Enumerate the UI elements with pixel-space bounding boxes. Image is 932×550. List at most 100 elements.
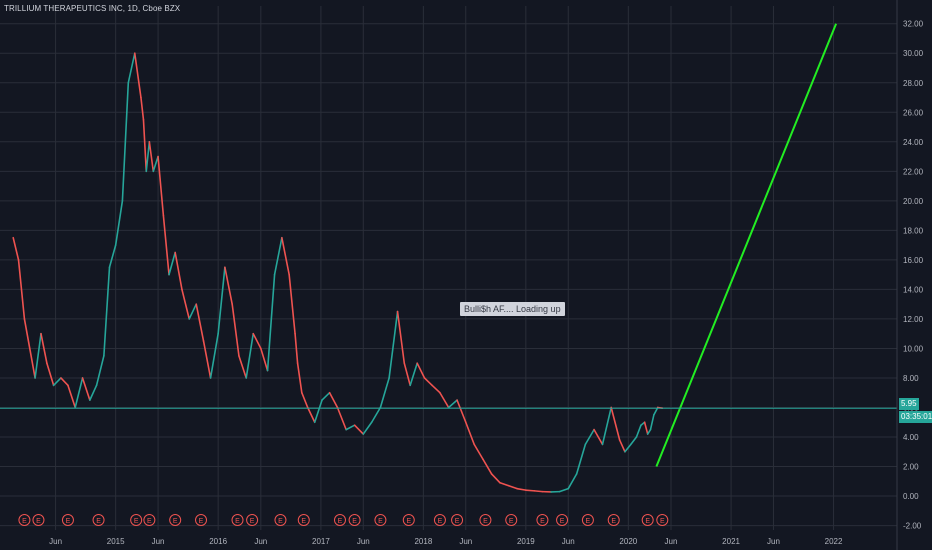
y-tick-label: 16.00	[903, 256, 924, 265]
price-axis[interactable]: 32.00 30.00 28.00 26.00 24.00 22.00 20.00 18.00…	[896, 0, 924, 550]
earnings-marker-label: E	[540, 518, 545, 525]
earnings-marker[interactable]	[333, 514, 346, 526]
price-segment	[370, 406, 382, 424]
price-segment	[217, 266, 226, 335]
y-tick-label: 18.00	[903, 226, 924, 235]
y-tick-label: 26.00	[903, 108, 924, 117]
price-segment	[40, 332, 48, 365]
price-segment	[388, 310, 399, 379]
price-segment	[252, 332, 262, 350]
price-segment	[202, 340, 212, 379]
price-segment	[409, 362, 418, 387]
y-tick-label: 30.00	[903, 49, 924, 58]
price-segment	[266, 273, 276, 372]
price-segment	[313, 399, 323, 424]
price-segment	[447, 399, 458, 409]
earnings-marker[interactable]	[451, 514, 464, 526]
time-axis[interactable]: Jun 2015 Jun 2016 Jun 2017 Jun 2018 Jun 2019 Jun 20…	[49, 537, 843, 546]
earnings-marker[interactable]	[402, 514, 415, 526]
price-segment	[456, 399, 467, 424]
y-tick-label: 22.00	[903, 167, 924, 176]
price-segment	[152, 155, 159, 173]
trend-line[interactable]	[655, 23, 838, 467]
earnings-marker[interactable]	[374, 514, 387, 526]
price-segment	[133, 52, 142, 99]
earnings-marker[interactable]	[130, 514, 143, 526]
earnings-marker-label: E	[438, 518, 443, 525]
price-segment	[490, 473, 501, 484]
price-segment	[464, 421, 475, 446]
price-segment	[174, 251, 183, 291]
price-segment	[95, 355, 105, 387]
earnings-marker[interactable]	[169, 514, 182, 526]
earnings-marker-label: E	[147, 518, 152, 525]
price-segment	[610, 406, 621, 441]
earnings-marker[interactable]	[581, 514, 594, 526]
price-segment	[52, 377, 62, 387]
price-segment	[34, 332, 42, 379]
price-segment	[273, 236, 283, 276]
price-segment	[630, 436, 638, 446]
price-segment	[558, 487, 570, 493]
price-segment	[328, 391, 339, 409]
earnings-marker[interactable]	[195, 514, 208, 526]
x-tick-label: 2015	[107, 537, 125, 546]
trend-line-stroke[interactable]	[655, 23, 838, 467]
price-segment	[260, 347, 269, 372]
y-tick-label: 14.00	[903, 285, 924, 294]
price-segment	[635, 424, 642, 438]
earnings-marker-label: E	[645, 518, 650, 525]
price-segment	[301, 391, 309, 409]
y-tick-label: 32.00	[903, 20, 924, 29]
earnings-marker[interactable]	[433, 514, 446, 526]
earnings-marker-label: E	[22, 518, 27, 525]
price-segment	[294, 332, 299, 365]
x-tick-label: 2017	[312, 537, 330, 546]
earnings-marker[interactable]	[297, 514, 310, 526]
price-segment	[181, 288, 191, 320]
price-segment	[121, 81, 130, 202]
y-tick-label: 12.00	[903, 315, 924, 324]
x-tick-label: Jun	[562, 537, 575, 546]
price-segment	[525, 489, 536, 492]
price-segment	[593, 428, 604, 446]
earnings-marker-label: E	[278, 518, 283, 525]
earnings-marker-label: E	[455, 518, 460, 525]
price-series	[12, 52, 664, 493]
earnings-marker[interactable]	[92, 514, 105, 526]
y-tick-label: 2.00	[903, 463, 919, 472]
earnings-marker[interactable]	[246, 514, 259, 526]
chart-annotation[interactable]: Bulli$h AF.... Loading up	[460, 302, 565, 316]
x-tick-label: 2022	[825, 537, 843, 546]
chart-title: TRILLIUM THERAPEUTICS INC, 1D, Cboe BZX	[4, 4, 181, 13]
price-segment	[231, 303, 240, 357]
earnings-marker[interactable]	[61, 514, 74, 526]
earnings-marker-label: E	[36, 518, 41, 525]
price-segment	[245, 332, 255, 379]
earnings-marker[interactable]	[479, 514, 492, 526]
earnings-marker[interactable]	[18, 514, 31, 526]
earnings-marker-label: E	[250, 518, 255, 525]
price-segment	[362, 421, 373, 435]
earnings-marker[interactable]	[656, 514, 669, 526]
earnings-marker[interactable]	[231, 514, 244, 526]
earnings-marker[interactable]	[274, 514, 287, 526]
x-tick-label: 2016	[209, 537, 227, 546]
earnings-marker[interactable]	[607, 514, 620, 526]
earnings-marker[interactable]	[536, 514, 549, 526]
price-segment	[353, 424, 365, 435]
last-price-badge: 5.95	[899, 398, 919, 410]
price-segment	[624, 443, 632, 453]
earnings-marker[interactable]	[556, 514, 569, 526]
price-segment	[618, 439, 626, 453]
earnings-marker[interactable]	[505, 514, 518, 526]
price-segment	[482, 458, 493, 475]
earnings-marker[interactable]	[348, 514, 361, 526]
bar-countdown-badge: 03:35:01	[899, 411, 932, 423]
earnings-marker[interactable]	[143, 514, 156, 526]
earnings-marker[interactable]	[32, 514, 45, 526]
x-tick-label: Jun	[254, 537, 267, 546]
earnings-marker[interactable]	[641, 514, 654, 526]
